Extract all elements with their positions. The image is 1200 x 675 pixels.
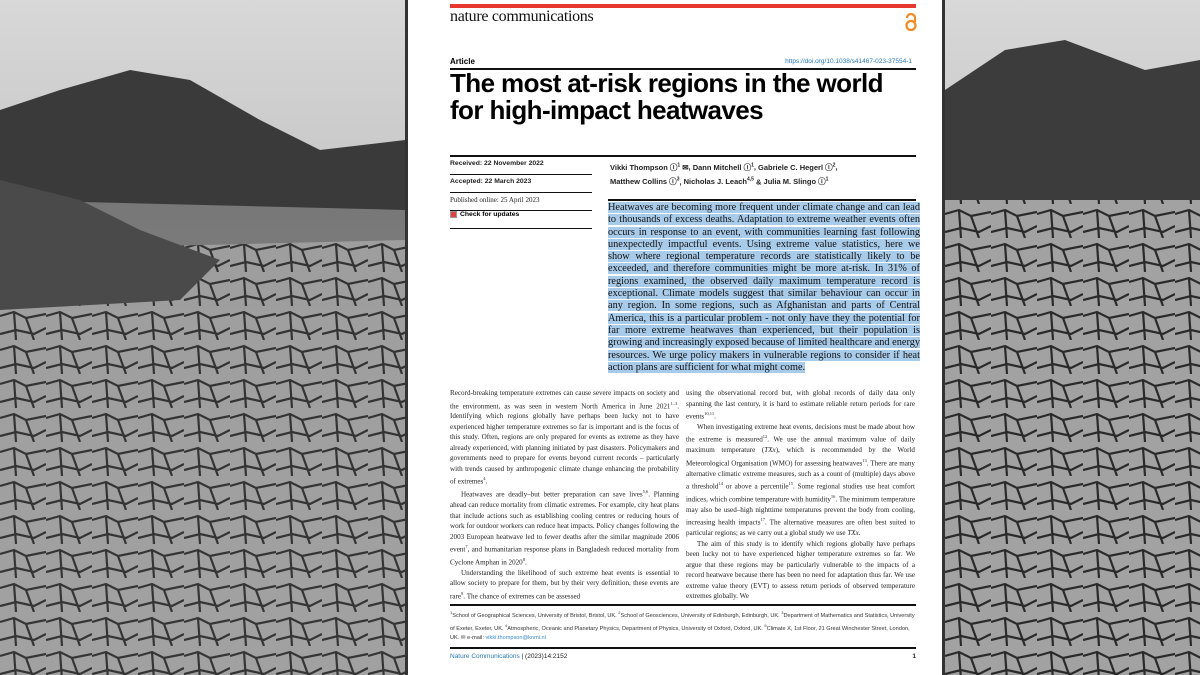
reference-superscript[interactable]: 5 — [764, 622, 767, 628]
body-paragraph: The aim of this study is to identify whi… — [686, 539, 915, 601]
divider — [450, 155, 916, 157]
orcid-icon: ⓘ — [823, 162, 833, 172]
author-affiliation: 1 — [677, 162, 681, 168]
reference-superscript[interactable]: 5,6 — [642, 489, 649, 495]
check-updates-button[interactable]: Check for updates — [450, 211, 519, 218]
divider — [450, 604, 916, 606]
affiliations: 1School of Geographical Sciences, Univer… — [450, 610, 915, 641]
background-photo-right — [945, 0, 1200, 675]
reference-superscript[interactable]: 3 — [781, 610, 784, 615]
author[interactable]: Vikki Thompson ⓘ1 ✉ — [610, 162, 689, 172]
background-photo-left — [0, 0, 405, 675]
received-date: Received: 22 November 2022 — [450, 157, 592, 175]
body-paragraph: Record-breaking temperature extremes can… — [450, 389, 679, 486]
reference-superscript[interactable]: 4 — [483, 476, 486, 482]
open-access-icon — [905, 12, 917, 32]
footer-journal[interactable]: Nature Communications — [450, 653, 520, 660]
accepted-date: Accepted: 22 March 2023 — [450, 175, 592, 193]
author-name: Julia M. Slingo — [763, 177, 817, 186]
reference-superscript[interactable]: 1 — [450, 610, 453, 615]
reference-superscript[interactable]: 10,11 — [704, 411, 715, 416]
email-icon[interactable]: ✉ — [680, 162, 689, 172]
article-page: nature communications Article https://do… — [405, 0, 945, 675]
body-column-left: Record-breaking temperature extremes can… — [450, 388, 679, 602]
reference-superscript[interactable]: 13 — [862, 457, 867, 463]
reference-superscript[interactable]: 15 — [788, 481, 794, 487]
author-affiliation: 1 — [751, 162, 754, 168]
article-type: Article — [450, 57, 475, 66]
footer-citation: | (2023)14:2152 — [519, 653, 568, 660]
reference-superscript[interactable]: 9 — [461, 590, 464, 596]
author[interactable]: Nicholas J. Leach4,5 — [683, 176, 754, 187]
page-number: 1 — [912, 653, 916, 660]
body-paragraph: Heatwaves are deadly–but better preparat… — [450, 489, 679, 567]
author[interactable]: Dann Mitchell ⓘ1 — [692, 162, 754, 172]
body-paragraph: using the observational record but, with… — [686, 389, 915, 421]
article-title: The most at-risk regions in the world fo… — [450, 68, 883, 125]
published-date: Published online: 25 April 2023 — [450, 193, 592, 211]
reference-superscript[interactable]: 12 — [762, 434, 768, 440]
doi-link[interactable]: https://doi.org/10.1038/s41467-023-37554… — [785, 58, 912, 65]
orcid-icon: ⓘ — [667, 177, 677, 186]
brand-bar — [450, 4, 916, 8]
divider — [450, 68, 916, 70]
reference-superscript[interactable]: 14 — [718, 481, 723, 487]
email-link[interactable]: vikki.thompson@knmi.nl — [485, 634, 546, 641]
author[interactable]: Matthew Collins ⓘ3 — [610, 176, 680, 187]
reference-superscript[interactable]: 2 — [618, 610, 621, 615]
orcid-icon: ⓘ — [667, 162, 678, 172]
body-paragraph: When investigating extreme heat events, … — [686, 422, 915, 538]
author[interactable]: Gabriele C. Hegerl ⓘ2 — [758, 162, 836, 172]
author-list: Vikki Thompson ⓘ1 ✉, Dann Mitchell ⓘ1, G… — [610, 162, 838, 187]
author-name: Nicholas J. Leach — [683, 177, 747, 186]
divider — [450, 647, 916, 649]
page-footer: Nature Communications | (2023)14:2152 1 — [450, 653, 916, 660]
abstract-text[interactable]: Heatwaves are becoming more frequent und… — [608, 202, 920, 373]
reference-superscript[interactable]: 7 — [465, 544, 468, 550]
reference-superscript[interactable]: 1–3 — [670, 400, 678, 406]
reference-superscript[interactable]: 16 — [830, 493, 836, 499]
author-affiliation: 2 — [832, 162, 836, 168]
author-name: Dann Mitchell — [692, 162, 742, 172]
italic-term: TXx — [847, 529, 859, 538]
author-affiliation: 3 — [676, 176, 680, 183]
author-name: Gabriele C. Hegerl — [758, 162, 824, 172]
body-paragraph: Understanding the likelihood of such ext… — [450, 568, 679, 601]
check-updates-label: Check for updates — [460, 211, 520, 218]
body-column-right: using the observational record but, with… — [686, 388, 915, 602]
italic-term: TXx — [764, 446, 776, 455]
orcid-icon: ⓘ — [816, 177, 826, 186]
check-updates-icon — [450, 211, 457, 218]
author-name: Vikki Thompson — [610, 162, 668, 172]
divider — [450, 211, 592, 229]
divider — [608, 199, 916, 201]
orcid-icon: ⓘ — [741, 162, 752, 172]
author[interactable]: Julia M. Slingo ⓘ1 — [763, 176, 829, 187]
reference-superscript[interactable]: 4 — [505, 622, 508, 628]
author-affiliation: 1 — [825, 176, 829, 183]
author-name: Matthew Collins — [610, 177, 668, 186]
abstract: Heatwaves are becoming more frequent und… — [608, 202, 920, 374]
reference-superscript[interactable]: 17 — [760, 517, 766, 523]
journal-name: nature communications — [450, 8, 594, 25]
author-affiliation: 4,5 — [747, 176, 754, 183]
reference-superscript[interactable]: 8 — [522, 556, 525, 562]
